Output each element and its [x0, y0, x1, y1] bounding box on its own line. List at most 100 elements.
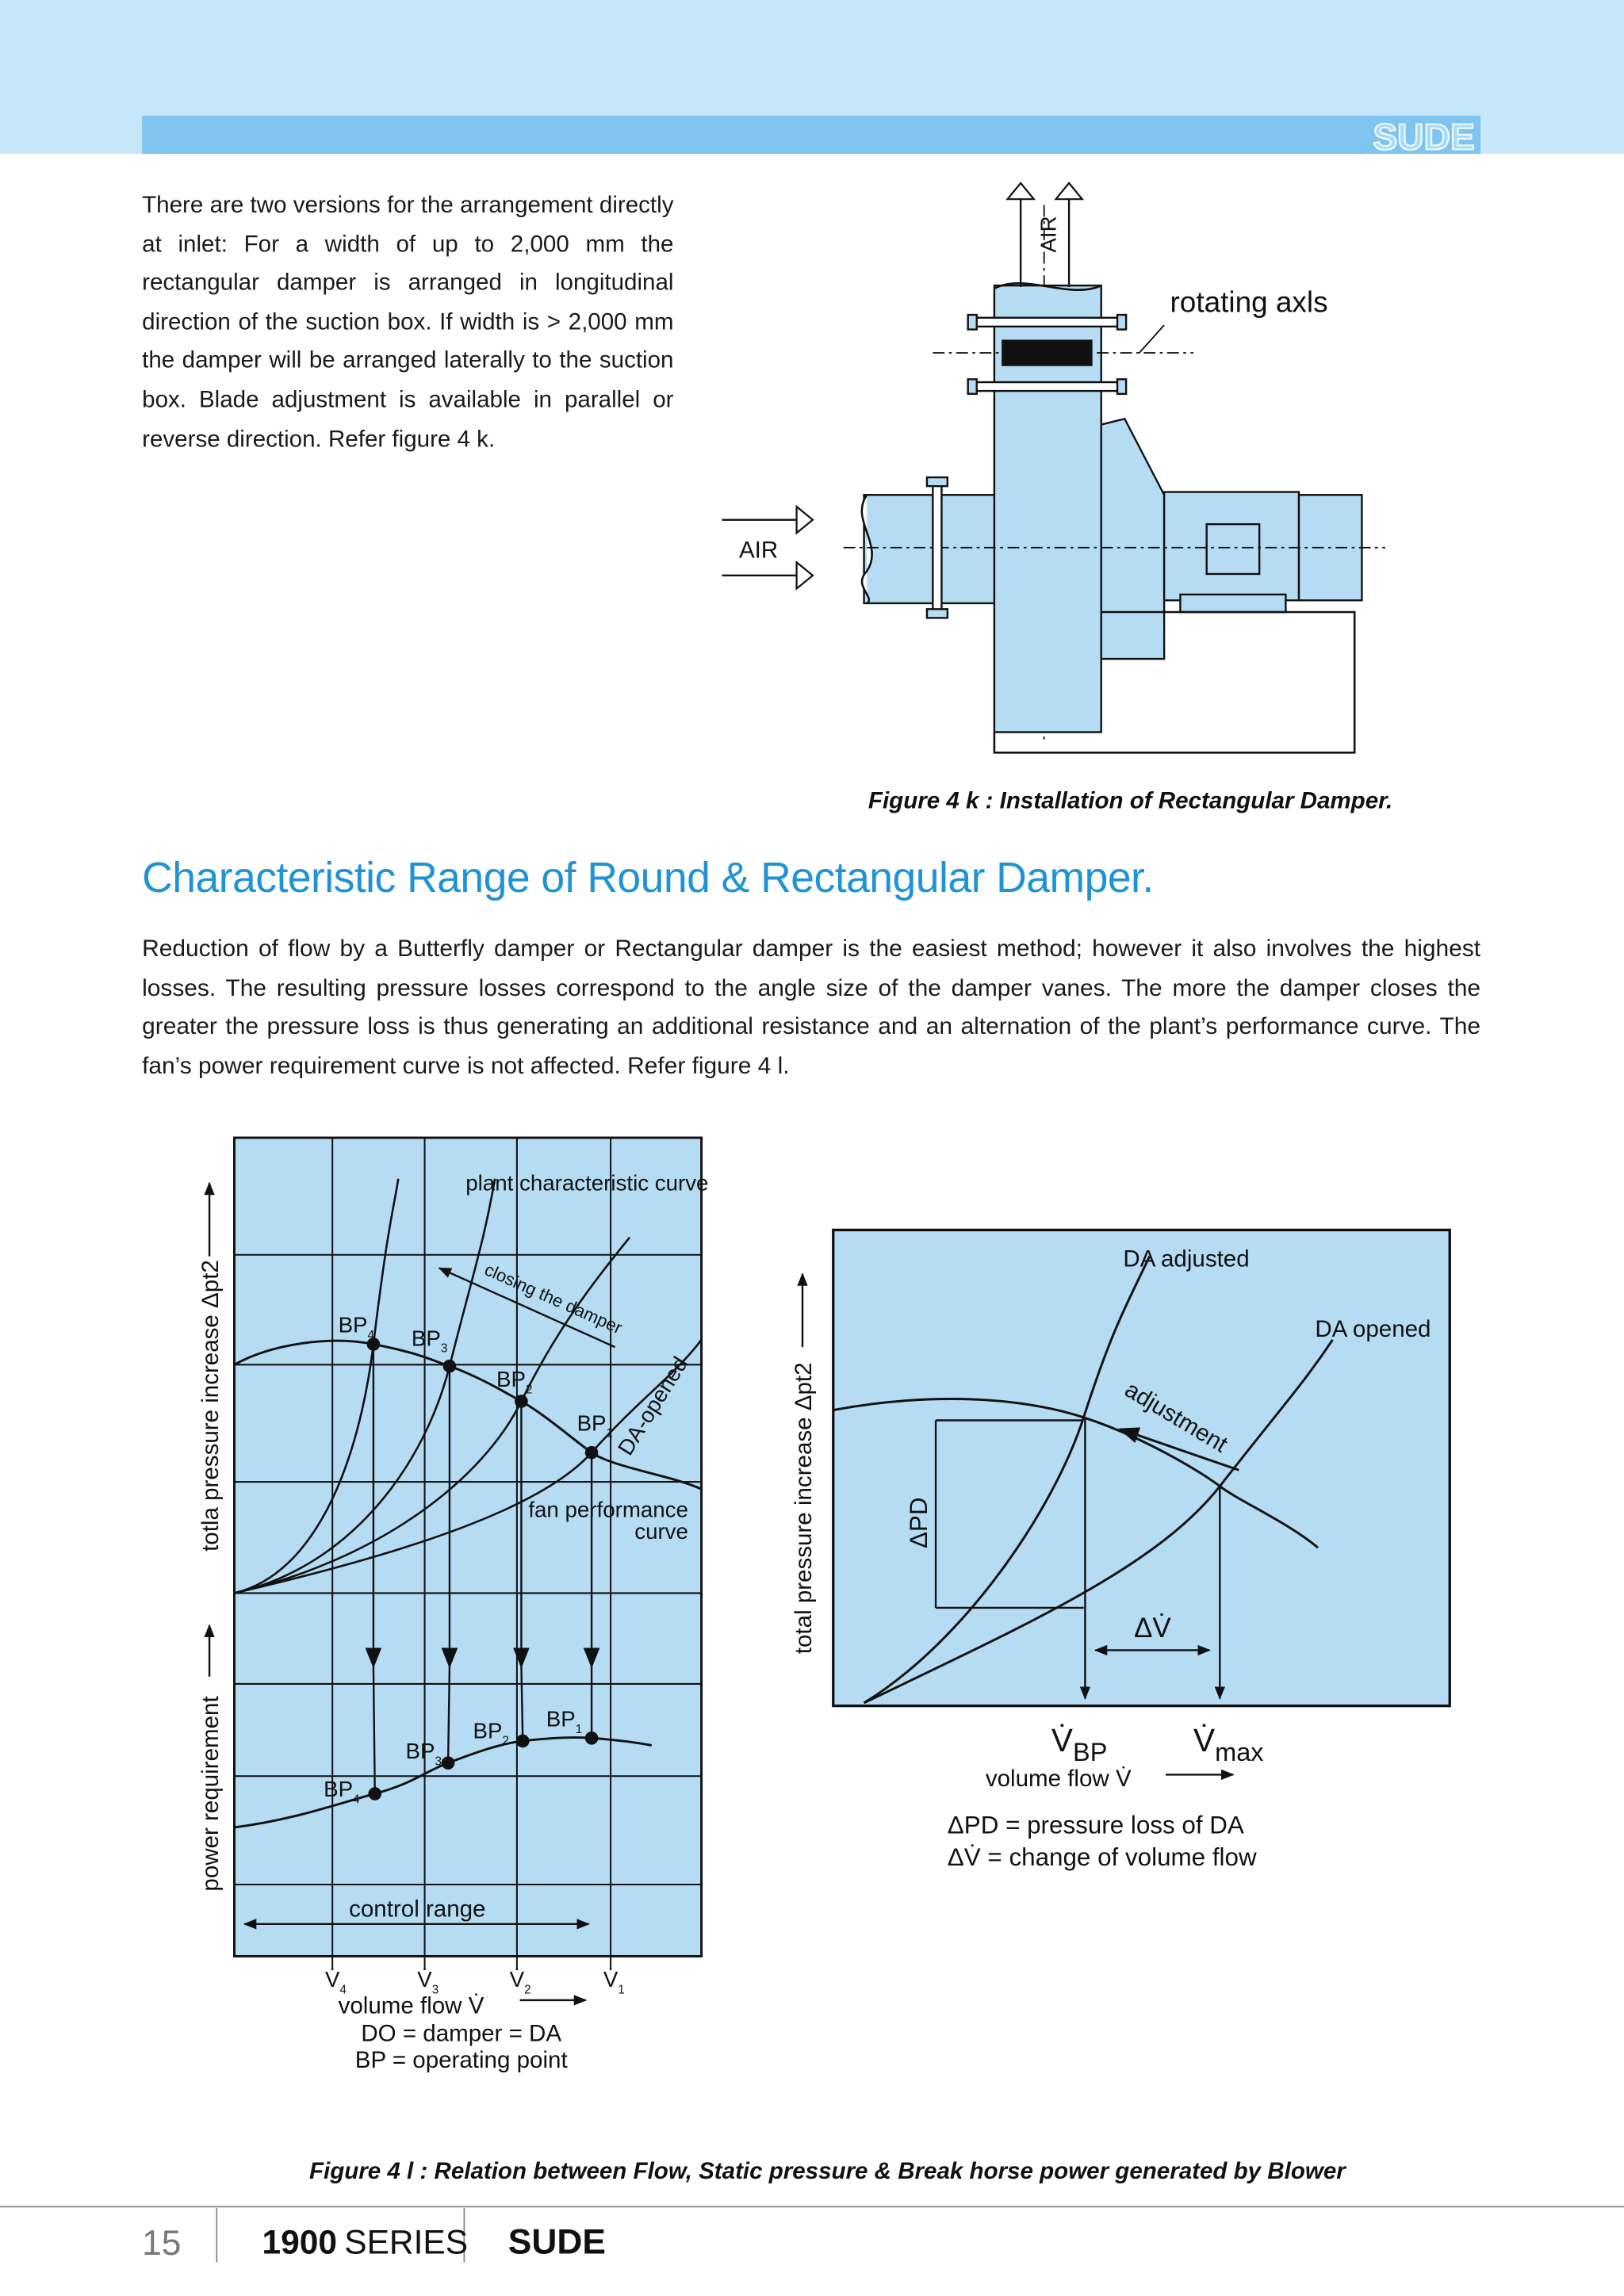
x-tick-label: V̇4	[325, 1967, 347, 1996]
control-range-label: control range	[349, 1896, 485, 1923]
x-tick-label-main: V̇	[417, 1967, 432, 1992]
plant-curve	[234, 1178, 400, 1594]
power-point-label-main: BP	[546, 1706, 576, 1731]
x-marker-label-main: V̇	[1193, 1722, 1215, 1758]
x-tick-label-sub: 2	[524, 1984, 530, 1997]
air-arrow-head	[795, 560, 814, 591]
pedestal	[993, 610, 1356, 754]
operating-point-label: BP4	[339, 1313, 375, 1342]
series-word: SERIES	[344, 2223, 468, 2260]
intro-paragraph: There are two versions for the arrangeme…	[142, 193, 674, 452]
operating-point	[442, 1359, 457, 1373]
section-body: Reduction of flow by a Butterfly damper …	[142, 936, 1481, 1079]
operating-point	[366, 1337, 381, 1351]
operating-point-label-sub: 2	[526, 1383, 532, 1396]
drop-line	[446, 1666, 451, 1763]
operating-point-label: BP3	[412, 1326, 447, 1355]
leader-line	[1139, 324, 1165, 354]
x-axis-label: volume flow V̇	[339, 1992, 485, 2019]
power-point-label: BP2	[473, 1718, 508, 1747]
drop-line	[520, 1666, 524, 1741]
bolt	[967, 313, 978, 331]
operating-point-label-sub: 4	[368, 1329, 375, 1342]
power-point-label-sub: 4	[353, 1793, 360, 1806]
bolt	[1116, 378, 1128, 396]
y-axis-label: power requirement	[197, 1696, 224, 1891]
da-opened-label: DA opened	[1315, 1316, 1431, 1342]
da-adjusted-label: DA adjusted	[1123, 1246, 1249, 1272]
y-axis-label: totla pressure increase Δpt2	[197, 1260, 224, 1552]
fan-curve-label: fan performance	[528, 1497, 688, 1521]
operating-point	[515, 1395, 528, 1408]
y-axis-label: total pressure increase Δpt2	[791, 1362, 817, 1654]
power-point	[441, 1756, 455, 1770]
legend-text: ΔPD = pressure loss of DA	[948, 1811, 1244, 1839]
operating-point-label-main: BP	[496, 1367, 526, 1391]
plant-curve	[234, 1178, 496, 1594]
da-opened-curve	[863, 1339, 1334, 1705]
power-point	[368, 1787, 382, 1800]
flange	[970, 316, 1126, 328]
air-arrow-head	[1005, 182, 1036, 201]
bolt	[925, 608, 949, 619]
delta-v-label: ΔV̇	[1134, 1613, 1171, 1644]
drop-line	[372, 1666, 376, 1794]
x-marker-label: V̇max	[1193, 1722, 1263, 1766]
figure-caption: Figure 4 l : Relation between Flow, Stat…	[309, 2158, 1346, 2184]
operating-point	[584, 1445, 599, 1460]
plant-curve	[234, 1339, 703, 1594]
footer-brand: SUDE	[508, 2222, 606, 2261]
x-tick-label-main: V̇	[510, 1967, 525, 1992]
flange	[970, 381, 1126, 392]
air-outlet-label: AIR	[1036, 216, 1060, 252]
air-inlet-label: AIR	[739, 538, 778, 564]
fan-curve-label: curve	[634, 1519, 688, 1544]
power-point	[584, 1731, 599, 1745]
x-tick-label: V̇2	[510, 1967, 531, 1996]
figure-caption: Figure 4 k : Installation of Rectangular…	[868, 787, 1392, 813]
power-point	[515, 1734, 530, 1748]
fan-curve	[233, 1339, 703, 1490]
motor-base	[1179, 593, 1287, 614]
x-marker-label-sub: max	[1215, 1738, 1263, 1766]
x-tick-label: V̇1	[603, 1967, 625, 1996]
operating-point-label-main: BP	[577, 1410, 607, 1435]
page-number: 15	[142, 2224, 181, 2263]
header-brand: SUDE	[1373, 116, 1474, 157]
terminal-box	[1205, 522, 1261, 576]
power-point-label-sub: 3	[435, 1755, 441, 1768]
operating-point-label-main: BP	[339, 1313, 368, 1337]
power-point-label-main: BP	[324, 1777, 353, 1801]
operating-point-label: BP1	[577, 1410, 613, 1440]
closing-arrow	[438, 1267, 616, 1349]
header-bar	[142, 115, 1481, 154]
series-label: 1900 SERIES	[262, 2223, 468, 2260]
delta-pd-label: ΔPD	[905, 1498, 933, 1549]
air-arrow-head	[795, 504, 814, 535]
operating-point-label: BP2	[496, 1367, 532, 1396]
x-tick-label-sub: 4	[339, 1984, 347, 1997]
x-tick-label-main: V̇	[603, 1967, 619, 1992]
rotating-axls-label: rotating axls	[1170, 285, 1328, 318]
x-tick-label-sub: 3	[432, 1984, 439, 1997]
power-point-label-sub: 1	[576, 1723, 582, 1736]
fan-housing	[1100, 417, 1166, 660]
operating-point-label-sub: 1	[607, 1427, 613, 1441]
adjustment-arrow	[1118, 1427, 1239, 1471]
legend-text: DO = damper = DA	[361, 2021, 561, 2047]
x-tick-label-sub: 1	[618, 1984, 624, 1997]
section-title: Characteristic Range of Round & Rectangu…	[142, 855, 1154, 902]
bolt	[1116, 313, 1128, 331]
bolt	[925, 476, 949, 488]
series-number: 1900	[262, 2223, 337, 2260]
legend-text: BP = operating point	[355, 2047, 568, 2073]
power-point-label: BP4	[324, 1777, 360, 1806]
x-marker-label-main: V̇	[1051, 1722, 1073, 1758]
inlet-flange	[932, 482, 943, 616]
plant-curve	[234, 1236, 631, 1594]
legend-text: ΔV̇ = change of volume flow	[948, 1843, 1257, 1871]
